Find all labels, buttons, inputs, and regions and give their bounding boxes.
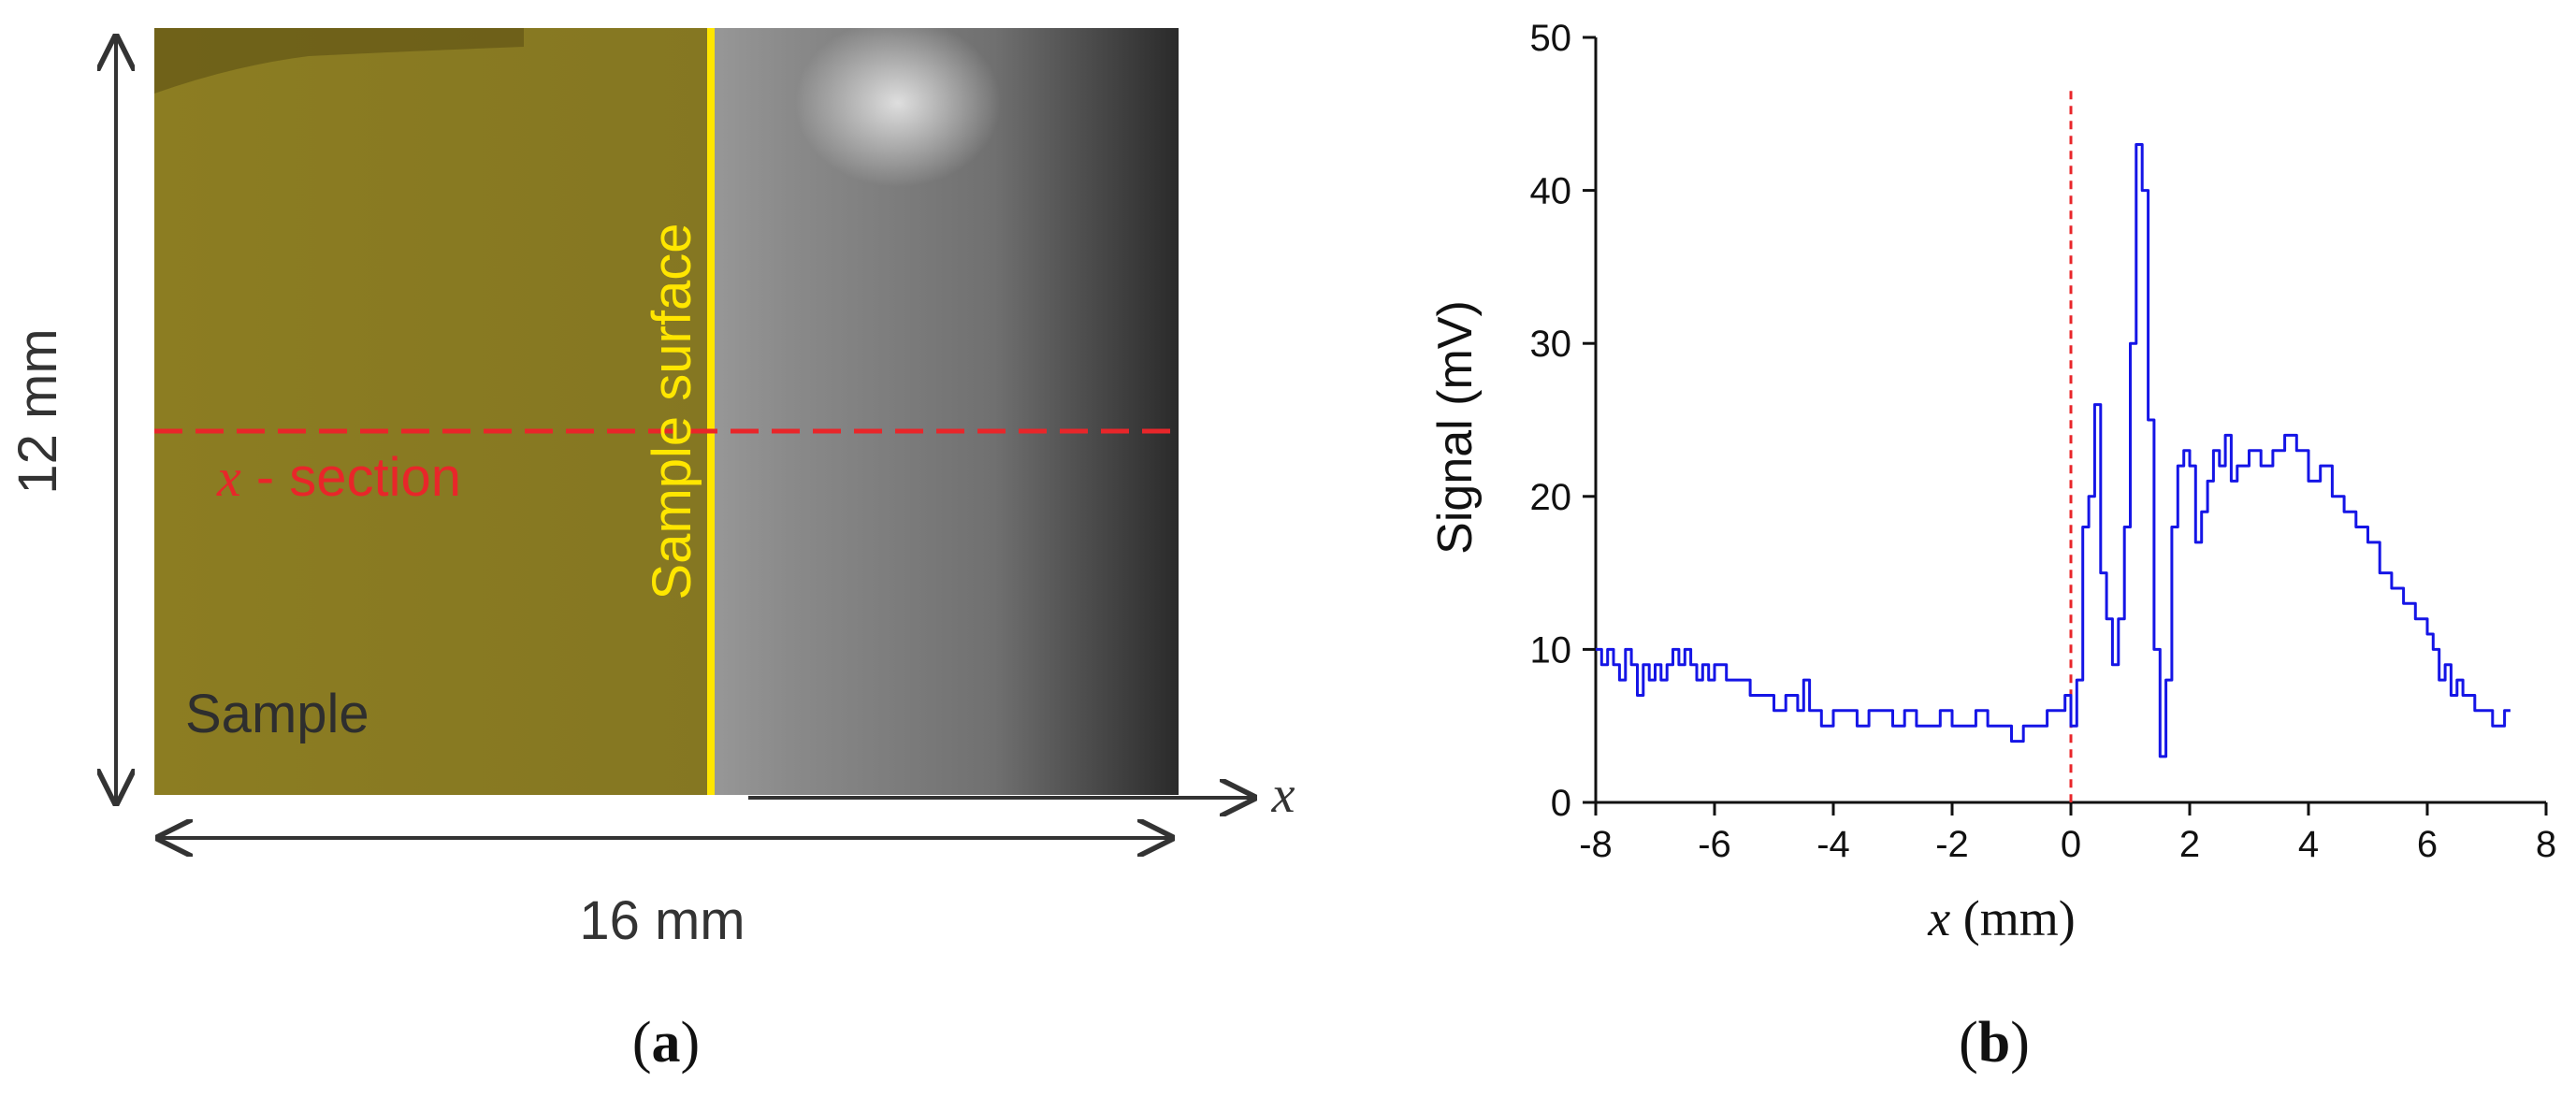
panel-a: 12 mm 16 mm x Sample surface x - section…: [7, 19, 1295, 1075]
y-tick-label: 40: [1530, 171, 1572, 212]
series-layer: [1596, 143, 2511, 758]
width-label: 16 mm: [579, 890, 745, 951]
y-tick-label: 50: [1530, 18, 1572, 59]
x-axis-var: x: [1271, 766, 1295, 824]
x-tick-label: -4: [1816, 824, 1850, 865]
sample-region: [154, 28, 711, 795]
height-label: 12 mm: [7, 328, 68, 494]
y-tick-label: 10: [1530, 629, 1572, 671]
y-tick-label: 0: [1551, 783, 1571, 824]
x-tick-label: 0: [2061, 824, 2081, 865]
x-tick-label: -8: [1579, 824, 1613, 865]
x-axis-label: x (mm): [1927, 890, 2075, 946]
y-ticks: 0 10 20 30 40 50: [1530, 18, 1596, 824]
caption-b: (b): [1959, 1011, 2030, 1075]
sample-surface-label: Sample surface: [642, 224, 702, 600]
sample-label: Sample: [185, 684, 369, 744]
y-axis-label: Signal (mV): [1428, 300, 1483, 555]
signal-series-line: [1596, 143, 2511, 758]
sample-image: [154, 19, 1180, 795]
x-ticks: -8 -6 -4 -2 0 2 4 6 8: [1579, 802, 2556, 865]
x-tick-label: 4: [2298, 824, 2319, 865]
caption-a: (a): [632, 1011, 700, 1075]
panel-b-chart: -8 -6 -4 -2 0 2 4 6 8 0 10 20 30 40 50 Signal (mV) x …: [1428, 18, 2556, 1075]
x-tick-label: 6: [2417, 824, 2438, 865]
x-tick-label: -2: [1935, 824, 1969, 865]
x-tick-label: 2: [2179, 824, 2200, 865]
y-tick-label: 20: [1530, 477, 1572, 518]
x-section-label: x - section: [216, 447, 461, 508]
x-tick-label: -6: [1698, 824, 1731, 865]
x-tick-label: 8: [2536, 824, 2556, 865]
y-tick-label: 30: [1530, 324, 1572, 365]
